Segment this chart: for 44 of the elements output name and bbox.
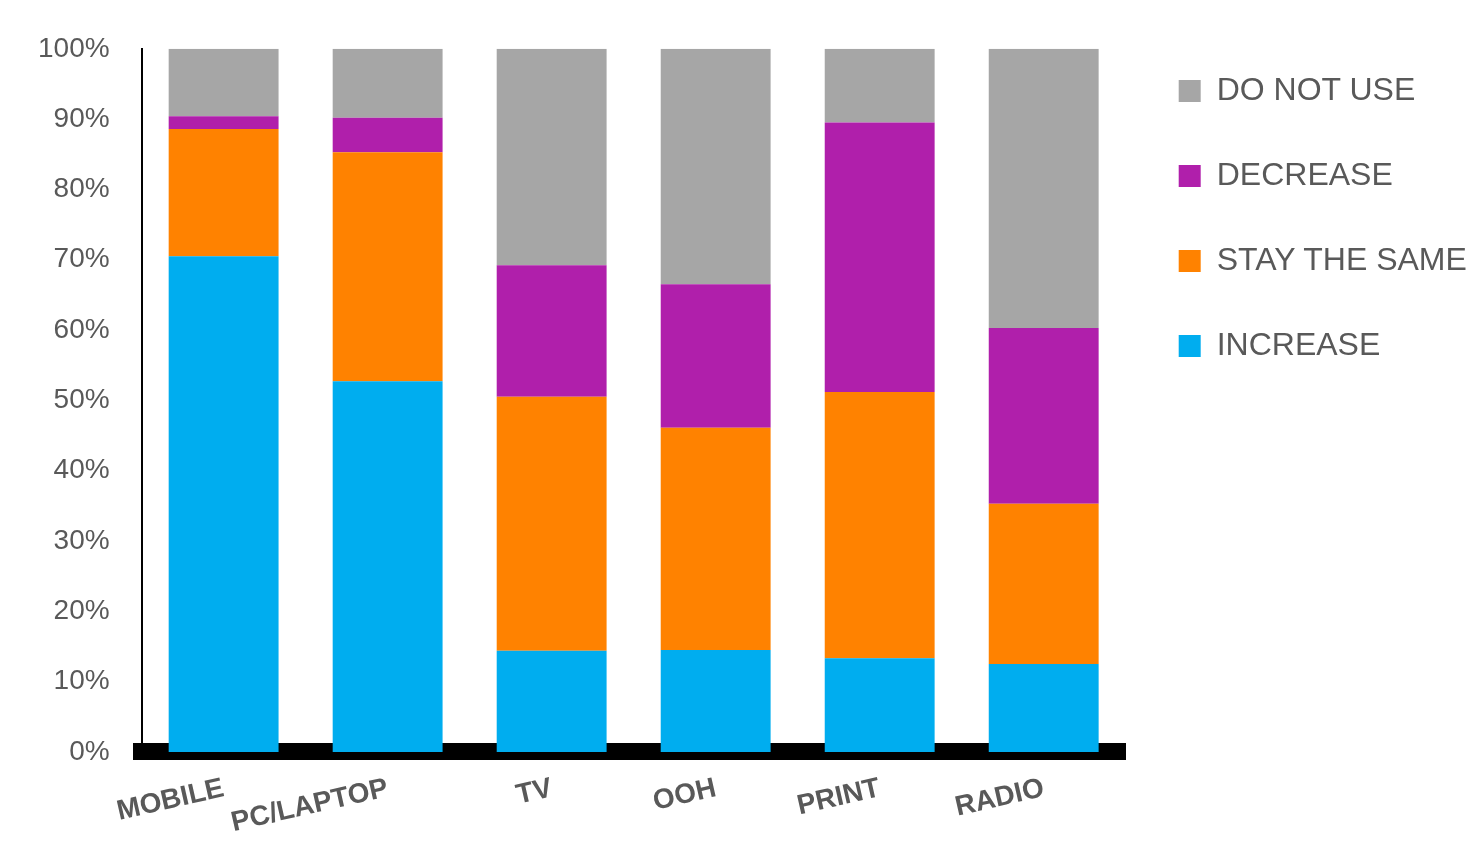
y-tick-label: 100% [37, 31, 110, 63]
bar [824, 391, 935, 659]
bar [496, 265, 607, 397]
legend-label: DECREASE [1216, 155, 1393, 192]
bar [496, 48, 607, 266]
legend-label: DO NOT USE [1216, 70, 1416, 107]
bar [168, 48, 279, 117]
bar [660, 48, 771, 285]
y-tick-label: 80% [53, 172, 110, 204]
bar [824, 122, 935, 392]
bar [988, 327, 1099, 504]
x-tick-label: TV [512, 771, 555, 810]
bar [660, 284, 771, 428]
bar [168, 128, 279, 257]
legend-label: INCREASE [1216, 325, 1381, 362]
bar [332, 48, 443, 118]
bar [660, 649, 771, 752]
legend-label: STAY THE SAME [1216, 240, 1467, 277]
y-tick-label: 0% [69, 734, 110, 766]
x-tick-label: RADIO [951, 771, 1047, 822]
bar [332, 117, 443, 153]
bar [824, 658, 935, 752]
y-tick-label: 20% [53, 593, 110, 625]
bar [168, 116, 279, 129]
x-tick-label: MOBILE [113, 771, 227, 826]
y-tick-label: 50% [53, 383, 110, 415]
bar [988, 48, 1099, 328]
bar [332, 152, 443, 382]
y-tick-label: 30% [53, 523, 110, 555]
y-tick-label: 10% [53, 664, 110, 696]
bar [988, 503, 1099, 664]
bar [988, 664, 1099, 752]
bar [496, 396, 607, 651]
y-tick-label: 90% [53, 101, 110, 133]
x-tick-label: OOH [649, 771, 719, 816]
y-tick-label: 60% [53, 312, 110, 344]
bar [332, 381, 443, 752]
y-tick-label: 70% [53, 242, 110, 274]
y-tick-label: 40% [53, 453, 110, 485]
bar [496, 650, 607, 752]
bar [824, 48, 935, 123]
x-tick-label: PRINT [793, 771, 883, 821]
bar [168, 256, 279, 752]
bar [660, 427, 771, 650]
